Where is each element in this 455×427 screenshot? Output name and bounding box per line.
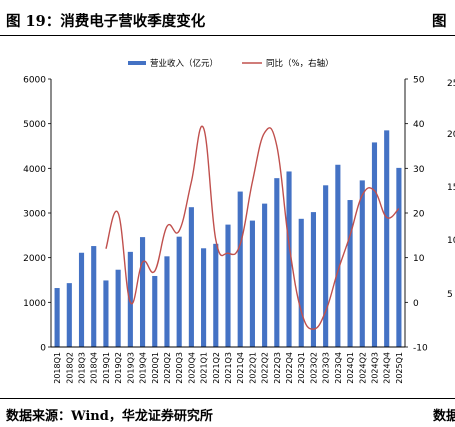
- revenue-bar: [139, 237, 146, 347]
- right-axis-ticks: -10 0 10 20 30 40 50: [405, 76, 428, 354]
- x-tick-label: 2019Q1: [102, 352, 111, 384]
- revenue-bar: [91, 246, 97, 347]
- left-tick-label: 5000: [23, 120, 46, 130]
- adjacent-source-note: 数据: [433, 409, 455, 424]
- x-tick-label: 2022Q1: [248, 352, 257, 384]
- left-tick-label: 1000: [23, 299, 46, 309]
- revenue-bar: [66, 283, 72, 347]
- right-tick-label: 40: [413, 120, 425, 130]
- adjacent-tick-label: 5: [447, 290, 453, 300]
- revenue-bar: [298, 218, 304, 347]
- revenue-bar: [262, 203, 268, 347]
- x-tick-label: 2020Q1: [151, 352, 160, 384]
- revenue-bar: [286, 171, 292, 347]
- source-note: 数据来源：Wind，华龙证券研究所: [6, 409, 213, 424]
- revenue-bar: [249, 220, 255, 347]
- x-tick-label: 2021Q3: [224, 352, 233, 384]
- revenue-bars: [54, 130, 402, 347]
- x-tick-label: 2021Q4: [236, 352, 245, 384]
- adjacent-tick-label: 10: [447, 236, 455, 246]
- x-tick-label: 2024Q1: [346, 352, 355, 384]
- left-tick-label: 4000: [23, 165, 46, 175]
- x-tick-label: 2021Q2: [212, 352, 221, 384]
- adjacent-tick-label: 20: [447, 130, 455, 140]
- x-tick-label: 2022Q2: [261, 352, 270, 384]
- title-rule: [0, 35, 455, 36]
- revenue-bar: [176, 236, 182, 347]
- revenue-bar: [396, 167, 402, 347]
- revenue-bar: [164, 256, 170, 347]
- revenue-bar: [188, 207, 194, 347]
- right-tick-label: -10: [413, 344, 428, 354]
- legend-revenue-label: 营业收入（亿元）: [150, 58, 218, 69]
- x-tick-label: 2018Q4: [90, 352, 99, 384]
- x-tick-label: 2023Q3: [322, 352, 331, 384]
- x-tick-label: 2020Q2: [163, 352, 172, 384]
- adjacent-chart-partial-ticks: 25 20 15 10 5: [447, 79, 455, 300]
- x-tick-label: 2020Q3: [175, 352, 184, 384]
- left-tick-label: 3000: [23, 210, 46, 220]
- adjacent-figure-title: 图: [432, 13, 447, 30]
- x-tick-label: 2019Q3: [126, 352, 135, 384]
- x-tick-label: 2018Q1: [53, 352, 62, 384]
- x-tick-label: 2022Q4: [285, 352, 294, 384]
- chart-legend: 营业收入（亿元） 同比（%，右轴）: [128, 58, 334, 69]
- x-axis-labels: 2018Q1 2018Q2 2018Q3 2018Q4 2019Q1 2019Q2 2019…: [53, 352, 404, 384]
- left-tick-label: 6000: [23, 76, 46, 86]
- revenue-bar: [347, 200, 353, 347]
- x-tick-label: 2019Q2: [114, 352, 123, 384]
- revenue-bar: [213, 243, 219, 347]
- x-tick-label: 2018Q3: [78, 352, 87, 384]
- left-axis-ticks: 0 1000 2000 3000 4000 5000 6000: [23, 76, 51, 354]
- right-tick-label: 50: [413, 76, 425, 86]
- revenue-bar: [115, 269, 121, 347]
- revenue-bar: [371, 142, 378, 347]
- revenue-bar: [323, 185, 329, 347]
- figure-title: 图 19：消费电子营收季度变化: [6, 13, 206, 30]
- chart-axes: [50, 79, 406, 348]
- right-tick-label: 0: [413, 299, 419, 309]
- x-tick-label: 2022Q3: [273, 352, 282, 384]
- revenue-bar: [152, 275, 158, 347]
- revenue-bar: [237, 191, 243, 347]
- x-tick-label: 2024Q3: [370, 352, 379, 384]
- right-tick-label: 30: [413, 165, 425, 175]
- revenue-bar: [127, 251, 133, 347]
- x-tick-label: 2023Q4: [334, 352, 343, 384]
- x-tick-label: 2019Q4: [139, 352, 148, 384]
- x-tick-label: 2024Q4: [383, 352, 392, 384]
- yoy-line-layer: [105, 125, 400, 330]
- left-tick-label: 2000: [23, 254, 46, 264]
- revenue-bar: [335, 164, 341, 347]
- x-tick-label: 2023Q1: [297, 352, 306, 384]
- x-tick-label: 2018Q2: [65, 352, 74, 384]
- legend-yoy-label: 同比（%，右轴）: [266, 58, 334, 69]
- revenue-bar: [274, 178, 280, 347]
- right-tick-label: 20: [413, 210, 425, 220]
- x-tick-label: 2024Q2: [358, 352, 367, 384]
- adjacent-tick-label: 25: [447, 79, 455, 89]
- x-tick-label: 2025Q1: [395, 352, 404, 384]
- legend-bar-swatch: [128, 61, 146, 65]
- x-tick-label: 2020Q4: [187, 352, 196, 384]
- x-tick-label: 2023Q2: [309, 352, 318, 384]
- x-tick-label: 2021Q1: [200, 352, 209, 384]
- left-tick-label: 0: [40, 344, 46, 354]
- revenue-bar: [384, 130, 390, 347]
- revenue-bar: [103, 280, 109, 347]
- right-tick-label: 10: [413, 254, 425, 264]
- revenue-bar: [225, 224, 231, 347]
- source-rule: [0, 398, 455, 399]
- adjacent-tick-label: 15: [447, 183, 455, 193]
- revenue-bar: [78, 252, 85, 347]
- revenue-bar: [54, 288, 60, 347]
- revenue-bar: [201, 248, 207, 347]
- revenue-bar: [310, 212, 317, 347]
- yoy-line: [105, 125, 400, 330]
- revenue-bar: [359, 180, 365, 347]
